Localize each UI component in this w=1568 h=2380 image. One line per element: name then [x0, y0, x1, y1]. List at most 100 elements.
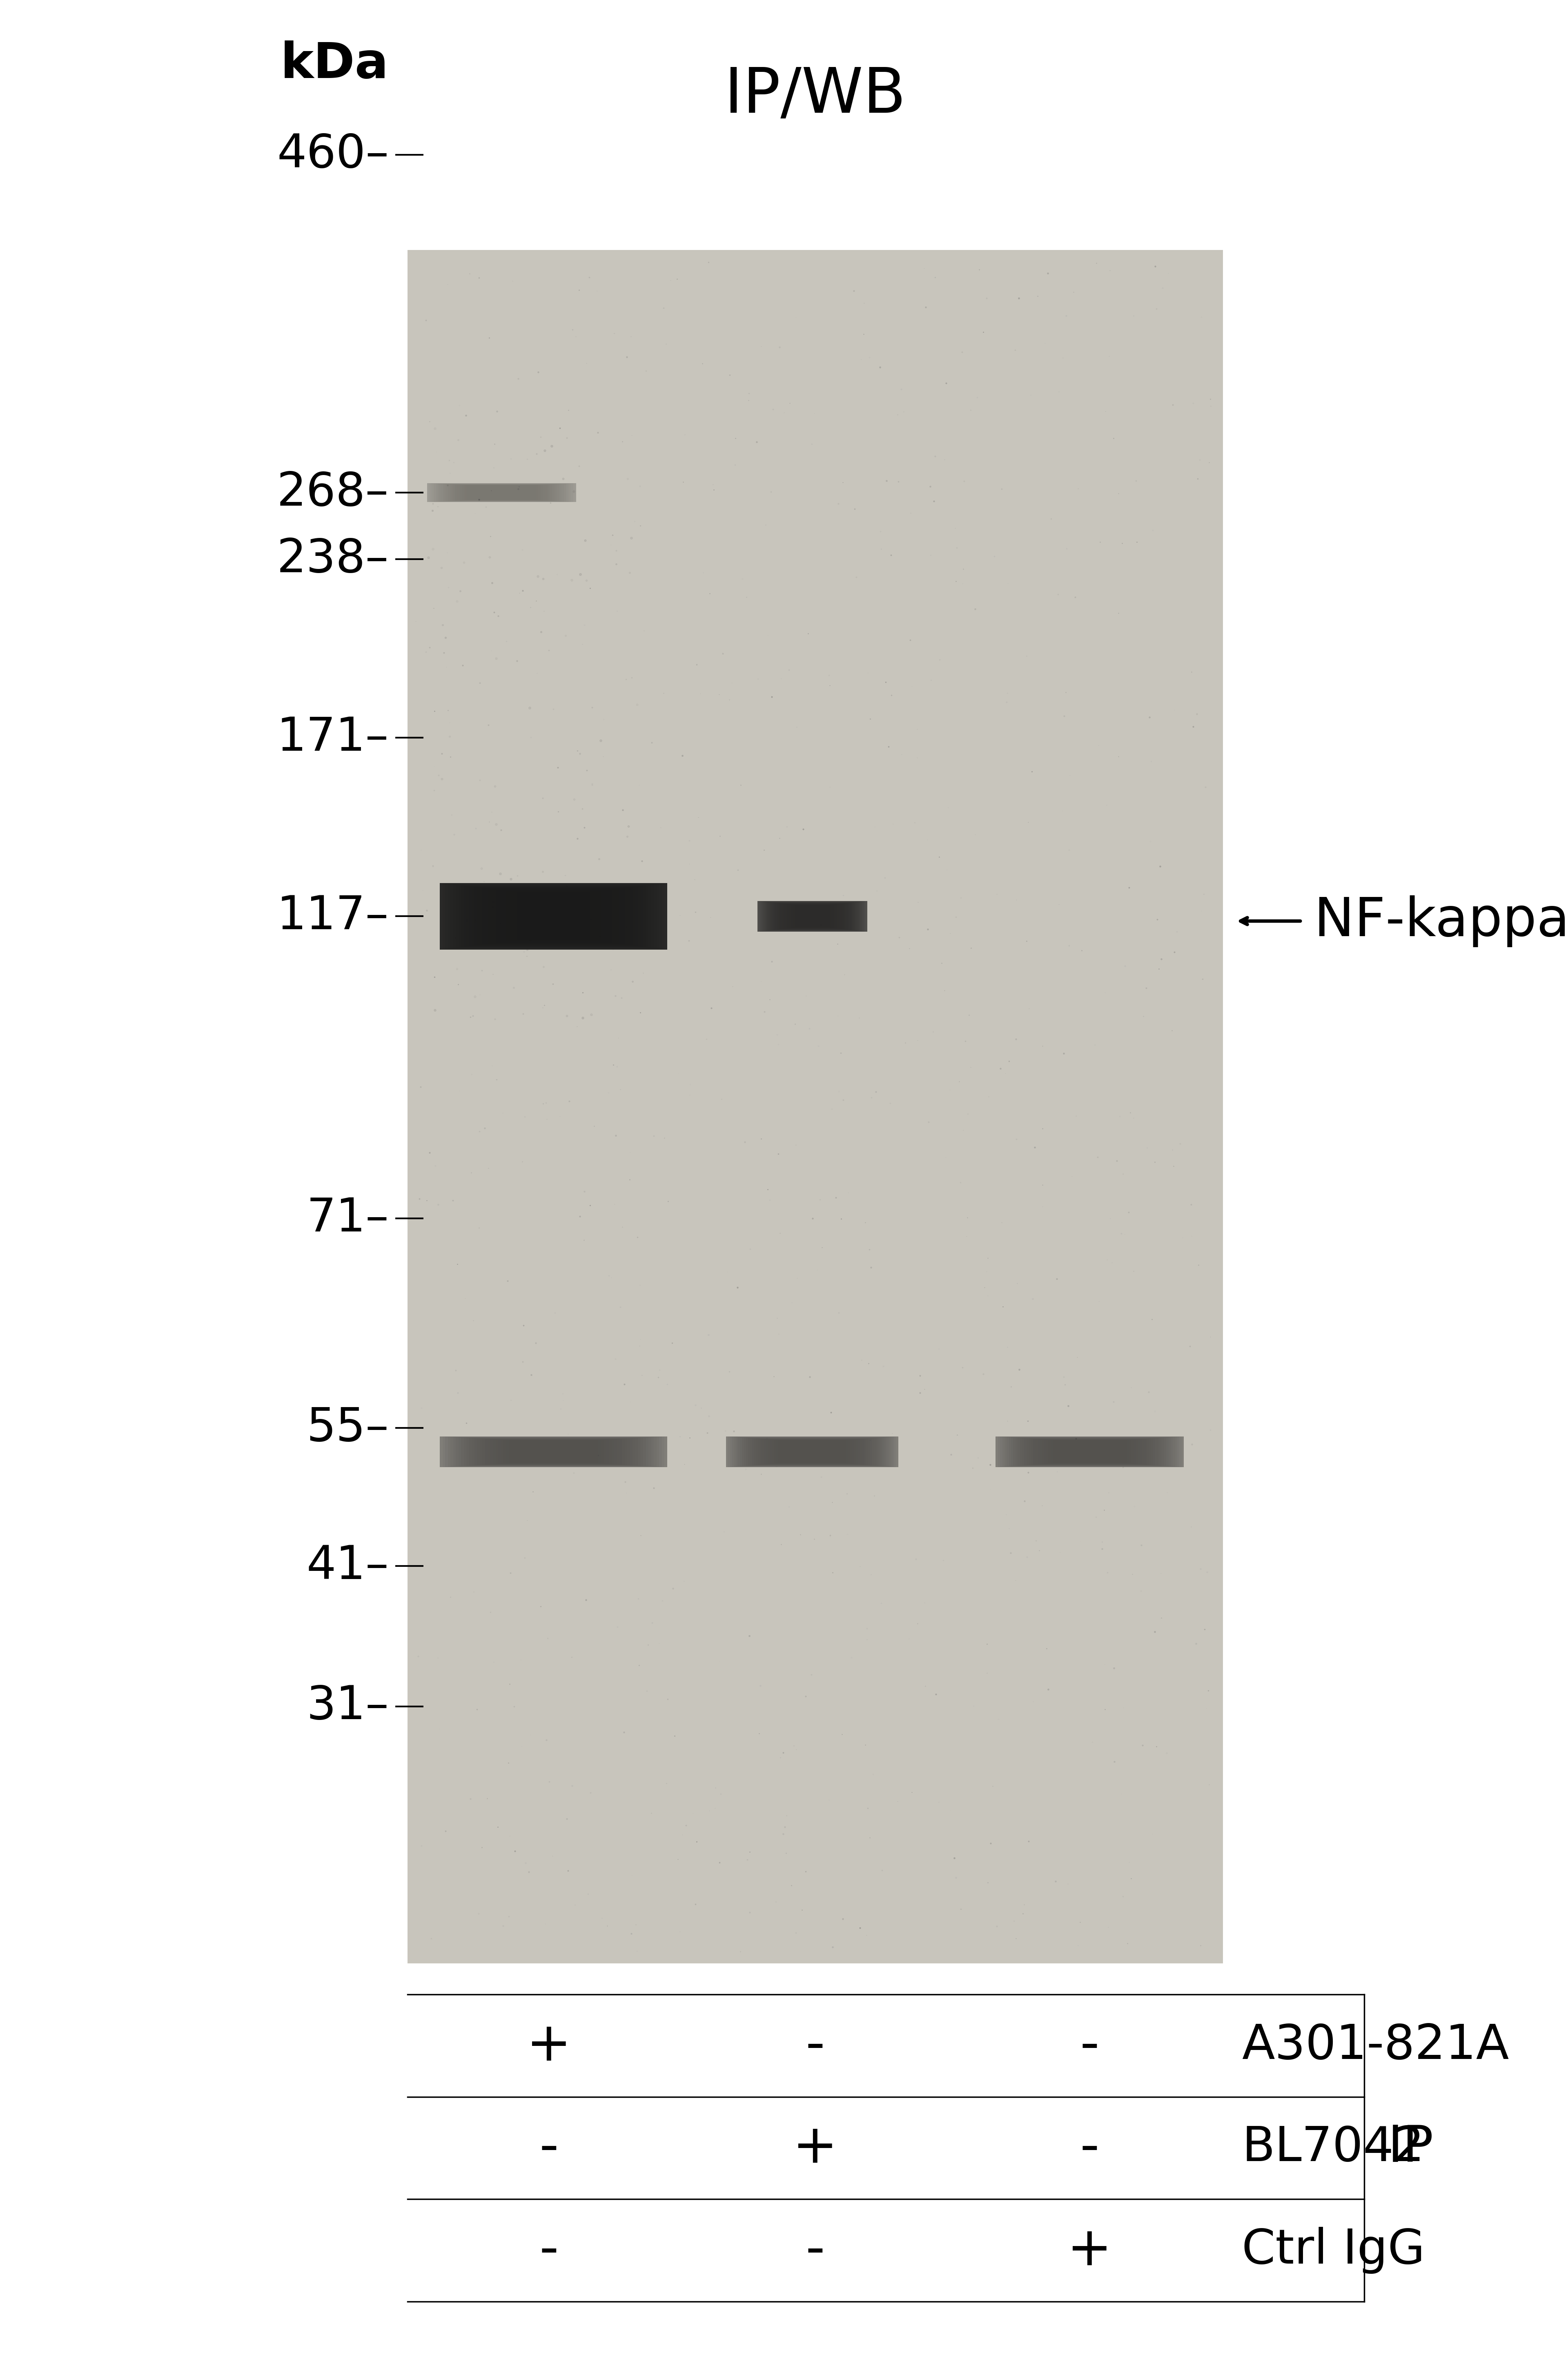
Bar — [456, 885, 651, 947]
Bar — [782, 904, 842, 928]
Text: kDa: kDa — [281, 40, 389, 88]
Bar — [426, 483, 577, 502]
Bar — [742, 1438, 883, 1466]
Bar — [503, 890, 604, 942]
Text: IP: IP — [1388, 2123, 1433, 2173]
Bar — [760, 1440, 864, 1464]
Bar — [1007, 1438, 1173, 1466]
Bar — [784, 1440, 840, 1464]
Bar — [517, 892, 590, 940]
Bar — [480, 888, 627, 945]
Bar — [492, 1440, 615, 1464]
Bar — [474, 888, 633, 945]
Bar — [1011, 1438, 1168, 1466]
Bar — [768, 902, 856, 931]
Bar — [485, 888, 622, 945]
Bar — [746, 1438, 878, 1466]
Text: 460–: 460– — [278, 131, 389, 178]
Bar — [760, 902, 864, 931]
Bar — [759, 902, 866, 931]
Bar — [734, 1438, 891, 1466]
Bar — [441, 483, 563, 502]
Bar — [795, 904, 829, 928]
Bar — [488, 890, 619, 942]
Bar — [456, 486, 547, 500]
Bar — [503, 1440, 604, 1464]
Bar — [1027, 1438, 1152, 1466]
Bar — [472, 888, 635, 945]
Bar — [739, 1438, 886, 1466]
Bar — [748, 1438, 877, 1466]
Text: IP/WB: IP/WB — [724, 64, 906, 126]
Bar — [1022, 1438, 1157, 1466]
Bar — [517, 1440, 590, 1464]
Bar — [472, 486, 532, 500]
Bar — [1016, 1438, 1163, 1466]
Bar — [500, 890, 607, 942]
Bar — [453, 1438, 654, 1466]
Bar — [768, 902, 856, 931]
Bar — [764, 1440, 861, 1464]
Bar — [426, 483, 577, 502]
Bar — [787, 904, 837, 928]
Bar — [450, 885, 657, 947]
Bar — [765, 902, 859, 931]
Bar — [775, 1440, 850, 1464]
Bar — [495, 1440, 612, 1464]
Bar — [1046, 1440, 1134, 1464]
Bar — [762, 1440, 862, 1464]
Text: 41–: 41– — [306, 1542, 389, 1590]
Text: Ctrl IgG: Ctrl IgG — [1242, 2228, 1425, 2273]
Bar — [492, 890, 615, 942]
Bar — [453, 885, 654, 947]
Bar — [464, 486, 539, 500]
Bar — [514, 892, 593, 940]
Bar — [996, 1435, 1184, 1466]
Bar — [773, 1440, 851, 1464]
Bar — [1008, 1438, 1171, 1466]
Bar — [1040, 1440, 1140, 1464]
Bar — [477, 486, 527, 500]
Text: +: + — [527, 2021, 571, 2071]
Bar — [439, 883, 668, 950]
Bar — [477, 1438, 630, 1466]
Bar — [1029, 1438, 1151, 1466]
Bar — [753, 1438, 872, 1466]
Bar — [408, 250, 1223, 1964]
Bar — [469, 486, 535, 500]
Bar — [754, 1438, 870, 1466]
Bar — [485, 1440, 622, 1464]
Bar — [469, 1438, 638, 1466]
Bar — [779, 904, 845, 928]
Bar — [463, 486, 541, 500]
Text: -: - — [1080, 2021, 1099, 2071]
Bar — [437, 483, 566, 502]
Bar — [782, 1440, 842, 1464]
Bar — [514, 1440, 593, 1464]
Text: -: - — [539, 2225, 558, 2275]
Bar — [759, 1440, 866, 1464]
Bar — [431, 483, 572, 502]
Text: +: + — [1068, 2225, 1112, 2275]
Bar — [1041, 1440, 1138, 1464]
Bar — [770, 1440, 855, 1464]
Text: -: - — [539, 2123, 558, 2173]
Bar — [770, 902, 855, 931]
Bar — [464, 1438, 643, 1466]
Bar — [1051, 1440, 1129, 1464]
Bar — [506, 1440, 601, 1464]
Bar — [784, 904, 840, 928]
Text: +: + — [793, 2123, 837, 2173]
Bar — [445, 1438, 662, 1466]
Bar — [458, 1438, 649, 1466]
Bar — [491, 890, 616, 942]
Bar — [450, 486, 554, 500]
Bar — [461, 486, 543, 500]
Bar — [467, 486, 536, 500]
Bar — [750, 1438, 875, 1466]
Bar — [495, 890, 612, 942]
Bar — [433, 483, 571, 502]
Bar — [458, 885, 649, 947]
Bar — [781, 904, 844, 928]
Bar — [466, 885, 641, 947]
